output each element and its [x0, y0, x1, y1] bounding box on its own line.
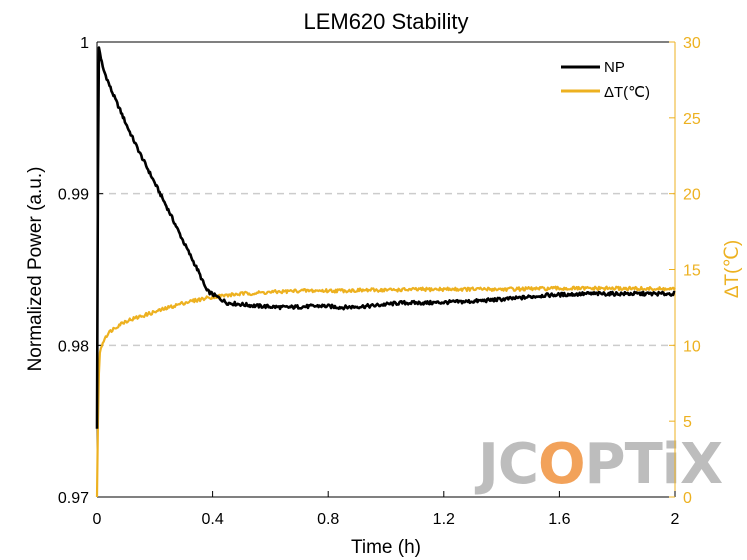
y-tick-label-1: 0.98 — [58, 338, 89, 355]
watermark-accent: O — [538, 432, 585, 497]
x-tick-label-4: 1.6 — [548, 511, 570, 528]
series-line-np — [95, 46, 676, 429]
x-tick-label-0: 0 — [93, 511, 102, 528]
y2-tick-label-4: 20 — [683, 187, 701, 204]
legend-label-dt: ΔT(℃) — [604, 84, 650, 101]
y-tick-label-2: 0.99 — [58, 187, 89, 204]
watermark-suffix: PTiX — [585, 432, 723, 497]
series-group — [95, 46, 676, 498]
grid-lines — [97, 192, 675, 347]
y2-tick-label-5: 25 — [683, 111, 701, 128]
x-tick-label-1: 0.4 — [201, 511, 223, 528]
x-tick-label-5: 2 — [671, 511, 680, 528]
chart-title: LEM620 Stability — [303, 9, 468, 34]
legend: NP ΔT(℃) — [561, 59, 650, 101]
x-tick-label-2: 0.8 — [317, 511, 339, 528]
y2-tick-label-0: 0 — [683, 490, 692, 507]
watermark-logo: JCOPTiX — [474, 432, 723, 497]
x-axis-title: Time (h) — [351, 537, 421, 558]
y-tick-label-0: 0.97 — [58, 490, 89, 507]
y2-tick-label-6: 30 — [683, 35, 701, 52]
x-tick-label-3: 1.2 — [433, 511, 455, 528]
y-axis-title: Normalized Power (a.u.) — [25, 167, 46, 372]
y2-tick-label-2: 10 — [683, 338, 701, 355]
series-line-dt — [95, 285, 676, 498]
y2-axis-title: ΔT(℃) — [722, 240, 743, 298]
y2-tick-label-3: 15 — [683, 263, 701, 280]
watermark-prefix: JC — [474, 432, 538, 497]
y-tick-label-3: 1 — [80, 35, 89, 52]
legend-label-np: NP — [604, 59, 625, 76]
y2-tick-label-1: 5 — [683, 414, 692, 431]
